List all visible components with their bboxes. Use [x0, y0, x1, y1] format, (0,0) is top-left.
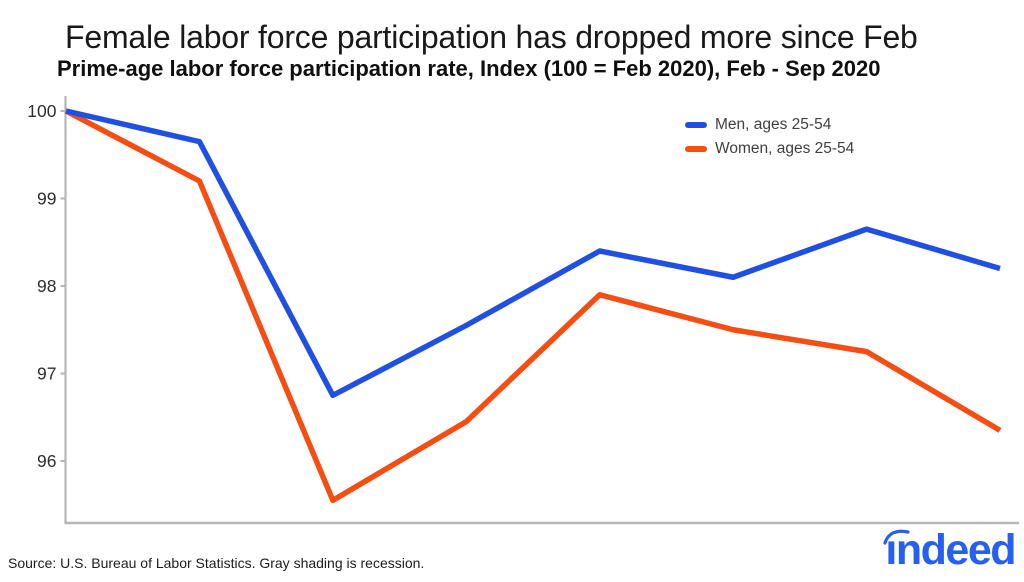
indeed-logo-text: ındeed	[885, 526, 1016, 574]
indeed-logo: ındeed	[883, 526, 1016, 579]
women-legend-label: Women, ages 25-54	[715, 140, 855, 157]
indeed-logo-accent-stroke	[883, 529, 911, 545]
women-legend-swatch-icon	[685, 146, 707, 152]
men-legend-label: Men, ages 25-54	[715, 116, 832, 133]
y-axis-tick-label: 100	[27, 101, 56, 121]
chart-subtitle: Prime-age labor force participation rate…	[57, 56, 881, 81]
source-note: Source: U.S. Bureau of Labor Statistics.…	[8, 555, 425, 571]
y-axis-tick-label: 99	[37, 189, 56, 209]
legend: Men, ages 25-54 Women, ages 25-54	[685, 113, 854, 161]
legend-item-men: Men, ages 25-54	[685, 113, 854, 137]
legend-item-women: Women, ages 25-54	[685, 137, 854, 161]
chart-title: Female labor force participation has dro…	[65, 19, 918, 55]
men-series-line	[65, 108, 1001, 399]
y-axis-tick-label: 96	[37, 451, 56, 471]
y-axis-tick-label: 98	[37, 276, 56, 296]
men-legend-swatch-icon	[685, 122, 707, 128]
y-axis-tick-label: 97	[37, 364, 56, 384]
women-series-line	[64, 108, 1002, 504]
indeed-logo-accent-icon	[883, 529, 911, 545]
